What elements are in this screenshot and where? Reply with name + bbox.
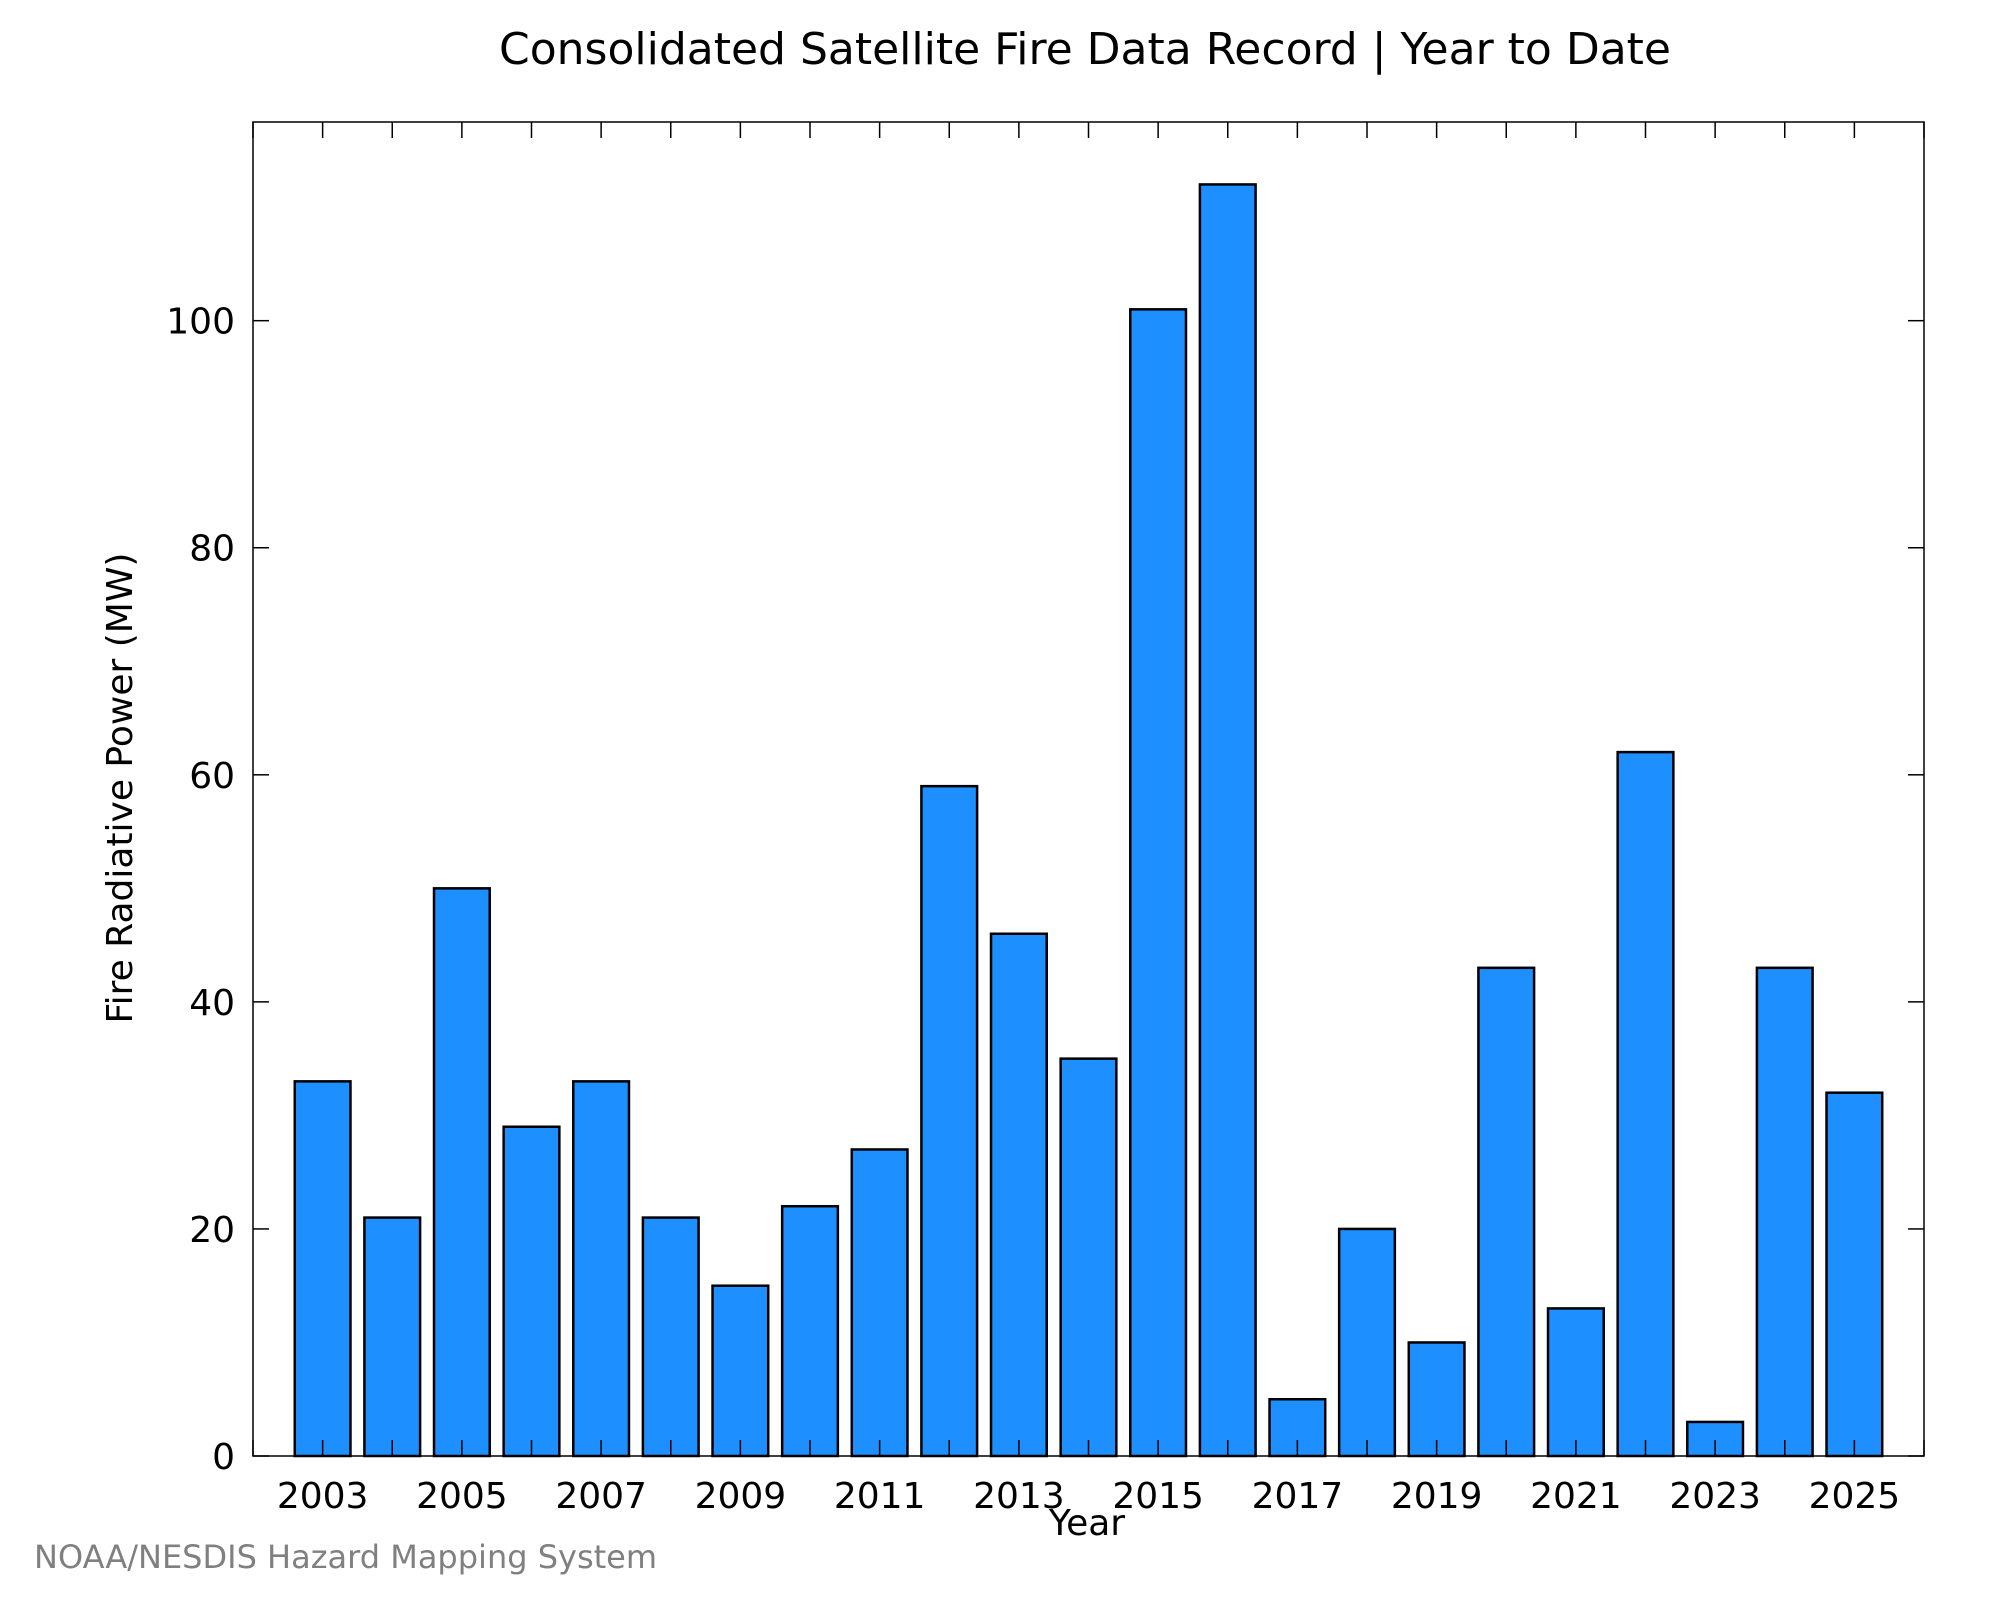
bar-2013 [989, 932, 1048, 1458]
bar-2005 [432, 887, 491, 1458]
y-tick-label-0: 0 [212, 1437, 235, 1478]
x-tick-label-2007: 2007 [555, 1476, 647, 1517]
x-tick-label-2023: 2023 [1669, 1476, 1761, 1517]
bar-2019 [1407, 1341, 1466, 1458]
chart-title: Consolidated Satellite Fire Data Record … [499, 24, 1671, 75]
bar-2011 [850, 1148, 909, 1458]
bar-2024 [1755, 966, 1814, 1458]
bar-2015 [1129, 308, 1188, 1458]
axis-ticks: 0 20 40 60 80 100 2003 2005 2007 2009 2011 2013 2015… [166, 122, 1925, 1517]
bars [293, 183, 1884, 1458]
bar-2016 [1198, 183, 1257, 1458]
y-tick-label-20: 20 [189, 1210, 235, 1251]
x-tick-label-2025: 2025 [1809, 1476, 1901, 1517]
x-tick-label-2003: 2003 [277, 1476, 369, 1517]
bar-2012 [920, 784, 979, 1458]
y-tick-label-100: 100 [166, 302, 235, 343]
bar-2018 [1337, 1227, 1397, 1458]
bar-2009 [711, 1284, 770, 1458]
bar-2008 [641, 1216, 700, 1458]
x-tick-label-2005: 2005 [416, 1476, 508, 1517]
bar-2003 [293, 1080, 352, 1458]
bar-2006 [502, 1125, 561, 1458]
bar-2025 [1825, 1091, 1884, 1458]
y-tick-label-80: 80 [189, 529, 235, 570]
bar-2020 [1477, 966, 1536, 1458]
bar-2004 [363, 1216, 422, 1458]
x-tick-label-2013: 2013 [973, 1476, 1065, 1517]
x-tick-label-2017: 2017 [1252, 1476, 1344, 1517]
source-credit: NOAA/NESDIS Hazard Mapping System [34, 1538, 658, 1576]
bar-2007 [572, 1080, 631, 1458]
x-axis-label: Year [1048, 1503, 1125, 1544]
bar-2022 [1616, 750, 1675, 1458]
y-tick-label-60: 60 [189, 756, 235, 797]
y-axis-label: Fire Radiative Power (MW) [100, 553, 141, 1024]
x-tick-label-2015: 2015 [1112, 1476, 1204, 1517]
bar-2014 [1059, 1057, 1118, 1458]
bar-2010 [780, 1204, 840, 1458]
x-tick-label-2019: 2019 [1391, 1476, 1483, 1517]
bar-2021 [1546, 1307, 1605, 1458]
x-tick-label-2009: 2009 [695, 1476, 787, 1517]
x-tick-label-2021: 2021 [1530, 1476, 1622, 1517]
x-tick-label-2011: 2011 [834, 1476, 926, 1517]
y-tick-label-40: 40 [189, 983, 235, 1024]
